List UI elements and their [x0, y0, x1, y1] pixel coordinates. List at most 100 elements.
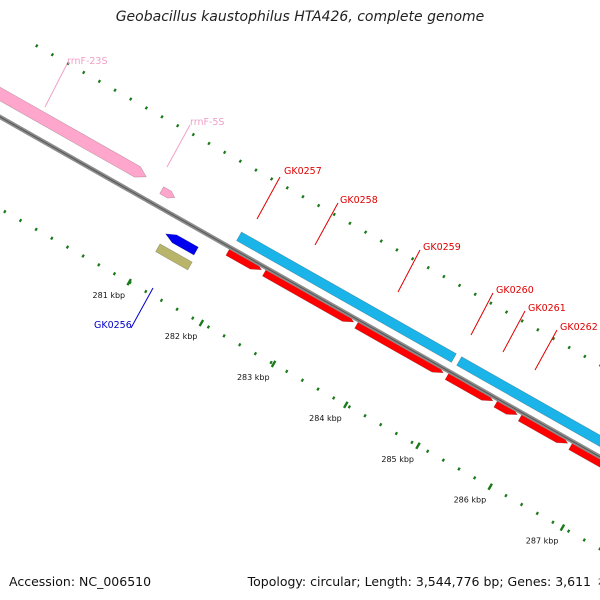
tick-mark	[126, 278, 132, 286]
upper-dot	[520, 319, 524, 323]
upper-dot	[207, 141, 211, 146]
upper-dot	[254, 168, 258, 172]
tick-mark	[415, 442, 421, 450]
lower-dot	[582, 538, 586, 542]
upper-dot	[442, 274, 446, 279]
gene-band-1	[236, 231, 457, 363]
leader-line	[470, 292, 494, 336]
upper-dot	[128, 97, 133, 101]
leader-line	[256, 176, 281, 220]
leader-line	[502, 310, 526, 353]
lower-dot	[238, 342, 242, 347]
lower-dot	[300, 378, 305, 383]
lower-dot	[535, 511, 539, 516]
upper-dot	[113, 88, 117, 93]
lower-dot	[316, 387, 320, 391]
feature-labels: rrnF-23S rrnF-5S GK0256 GK0257 GK0258 GK0259 G…	[44, 56, 598, 371]
tick-label: 282 kbp	[165, 332, 198, 341]
tick-label: 285 kbp	[381, 455, 414, 464]
tick-mark	[559, 523, 566, 532]
tick-mark	[270, 360, 277, 368]
upper-dot	[551, 336, 556, 341]
label-gk0260: GK0260	[496, 285, 534, 296]
upper-dot	[82, 70, 86, 75]
lower-dot	[222, 334, 226, 338]
upper-dot	[50, 52, 55, 57]
lower-dot	[50, 236, 54, 241]
label-gk0261: GK0261	[528, 303, 566, 314]
upper-dot	[144, 106, 149, 110]
tick-label: 284 kbp	[309, 414, 342, 423]
scale-ticks: 281 kbp 282 kbp 283 kbp 284 kbp 285 kbp 286 k…	[93, 278, 600, 587]
lower-dot	[504, 493, 508, 498]
rrna-23s-shape	[0, 86, 147, 178]
label-gk0257: GK0257	[284, 166, 322, 177]
upper-dot	[35, 43, 39, 48]
lower-dot	[81, 254, 85, 258]
upper-dot	[583, 354, 587, 359]
upper-dot	[238, 159, 243, 164]
tick-label: 281 kbp	[93, 291, 126, 300]
upper-dot	[504, 310, 509, 314]
leader-line	[534, 329, 558, 371]
lower-dot	[378, 422, 383, 427]
leader-line	[44, 63, 68, 108]
tick-label: 286 kbp	[454, 496, 487, 505]
lower-dot	[551, 520, 555, 525]
upper-dot	[332, 212, 336, 217]
lower-dot	[566, 529, 571, 533]
lower-dot	[285, 369, 289, 374]
upper-dot	[489, 301, 493, 306]
backbone	[0, 114, 600, 460]
label-gk0256: GK0256	[94, 320, 132, 331]
genome-summary-text: Topology: circular; Length: 3,544,776 bp…	[247, 574, 591, 589]
upper-dot	[348, 221, 352, 226]
lower-dot	[347, 405, 352, 409]
upper-dot	[175, 123, 180, 128]
upper-dot	[379, 239, 383, 243]
upper-dot	[363, 230, 368, 235]
upper-dot	[473, 292, 477, 297]
upper-dot	[269, 177, 274, 181]
label-rrnf-23s: rrnF-23S	[67, 56, 108, 67]
lower-dot	[410, 440, 414, 445]
lower-dot	[97, 263, 101, 267]
upper-dot	[191, 132, 196, 137]
tick-label: 283 kbp	[237, 373, 270, 382]
lower-dot	[331, 396, 336, 400]
label-rrnf-5s: rrnF-5S	[190, 117, 224, 128]
lower-dot	[472, 476, 477, 480]
lower-dot	[363, 413, 367, 418]
upper-dot	[301, 194, 305, 199]
gene-band-2	[456, 356, 600, 447]
lower-dot	[253, 351, 258, 356]
upper-dot	[567, 345, 571, 350]
backbone-outer	[0, 114, 600, 460]
lower-dot	[425, 449, 430, 454]
upper-dot	[160, 114, 164, 119]
gk0256-blue-shape	[165, 233, 199, 256]
lower-dot	[159, 298, 164, 303]
lower-dot	[206, 325, 211, 329]
rrna-5s-shape	[159, 186, 176, 199]
lower-dot	[269, 360, 273, 365]
upper-dot	[97, 79, 102, 84]
lower-dot	[457, 467, 461, 471]
tick-mark	[487, 483, 493, 491]
lower-dot	[519, 502, 524, 507]
backbone-inner	[0, 116, 600, 458]
leader-line	[130, 287, 154, 329]
upper-dot	[316, 203, 321, 208]
accession-text: Accession: NC_006510	[9, 574, 152, 589]
label-gk0262: GK0262	[560, 322, 598, 333]
lower-dot	[144, 289, 148, 294]
lower-dot	[175, 307, 179, 312]
map-title: Geobacillus kaustophilus HTA426, complet…	[115, 9, 485, 25]
lower-dot	[394, 431, 399, 436]
label-gk0259: GK0259	[423, 242, 461, 253]
leader-line	[397, 249, 421, 293]
cds-arrow-7	[568, 440, 600, 468]
upper-dot	[285, 185, 289, 190]
lower-dot	[441, 458, 446, 462]
